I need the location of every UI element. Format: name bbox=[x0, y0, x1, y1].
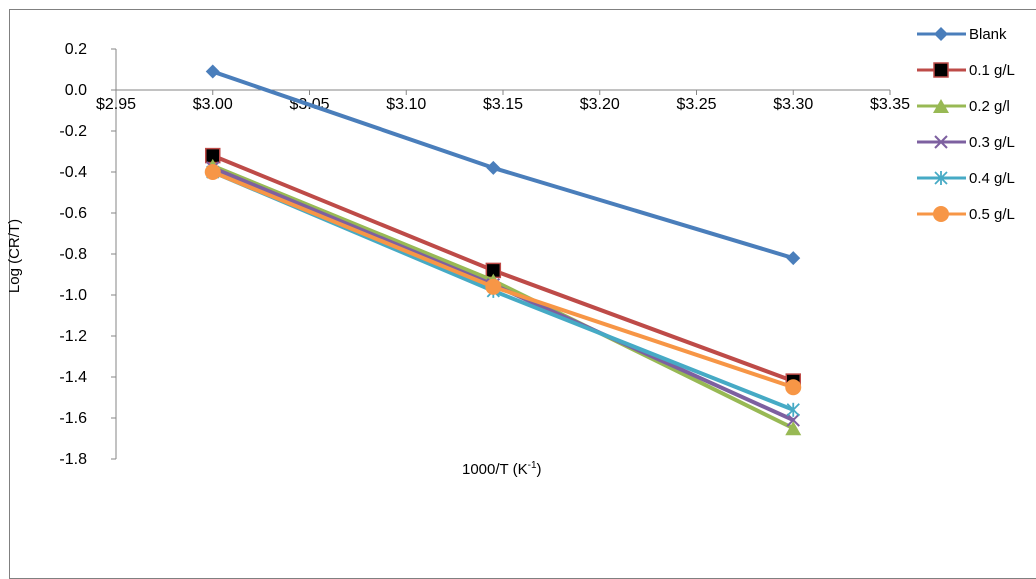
legend-marker bbox=[934, 135, 948, 149]
legend-item-6: 0.5 g/L bbox=[917, 206, 1015, 223]
series-2 bbox=[205, 147, 801, 389]
legend-label: 0.1 g/L bbox=[969, 62, 1015, 79]
x-tick-label: $2.95 bbox=[96, 96, 136, 113]
y-tick-label: -0.8 bbox=[59, 246, 87, 263]
x-axis-title-main: 1000/T (K bbox=[462, 461, 528, 478]
legend-label: Blank bbox=[969, 26, 1007, 43]
line-chart: 0.2 0.0 -0.2 -0.4 -0.6 -0.8 -1.0 -1.2 -1.4 -1.6 -1… bbox=[6, 26, 1015, 478]
y-tick-label: -1.2 bbox=[59, 328, 87, 345]
legend-item-4: 0.3 g/L bbox=[917, 134, 1015, 151]
legend-label: 0.5 g/L bbox=[969, 206, 1015, 223]
legend-item-2: 0.1 g/L bbox=[917, 62, 1015, 79]
x-axis-title-close: ) bbox=[537, 461, 542, 478]
data-point bbox=[785, 379, 802, 396]
y-axis-title: Log (CR/T) bbox=[6, 219, 23, 293]
y-tick-label: -0.4 bbox=[59, 164, 87, 181]
data-point bbox=[785, 421, 802, 436]
data-point bbox=[486, 160, 501, 175]
legend-marker bbox=[933, 62, 949, 78]
legend: Blank 0.1 g/L 0.2 g/l 0.3 g/L 0.4 g/L 0.5 g/L bbox=[917, 26, 1015, 223]
x-tick-label: $3.30 bbox=[773, 96, 813, 113]
x-tick-label: $3.25 bbox=[676, 96, 716, 113]
y-tick-label: -1.0 bbox=[59, 287, 87, 304]
series-layer bbox=[204, 64, 802, 436]
x-tick-label: $3.35 bbox=[870, 96, 910, 113]
y-tick-label: 0.2 bbox=[65, 41, 87, 58]
y-tick-label: -1.4 bbox=[59, 369, 87, 386]
series-line bbox=[211, 153, 794, 383]
y-tick-label: -0.6 bbox=[59, 205, 87, 222]
legend-marker bbox=[934, 27, 948, 41]
legend-marker bbox=[933, 99, 949, 113]
y-tick-label: -0.2 bbox=[59, 123, 87, 140]
data-point bbox=[786, 251, 801, 266]
y-tick-label: 0.0 bbox=[65, 82, 87, 99]
legend-label: 0.4 g/L bbox=[969, 170, 1015, 187]
x-axis-title: 1000/T (K-1) bbox=[462, 460, 542, 478]
x-axis-title-superscript: -1 bbox=[528, 460, 537, 471]
axes: 0.2 0.0 -0.2 -0.4 -0.6 -0.8 -1.0 -1.2 -1.4 -1.6 -1… bbox=[59, 41, 910, 468]
data-point bbox=[786, 402, 800, 417]
series-6 bbox=[204, 164, 802, 396]
x-tick-label: $3.10 bbox=[386, 96, 426, 113]
series-1 bbox=[205, 64, 801, 266]
x-tick-label: $3.00 bbox=[193, 96, 233, 113]
legend-marker bbox=[933, 206, 949, 222]
data-point bbox=[786, 413, 800, 427]
x-tick-label: $3.15 bbox=[483, 96, 523, 113]
y-tick-label: -1.6 bbox=[59, 410, 87, 427]
x-tick-label: $3.20 bbox=[580, 96, 620, 113]
data-point bbox=[204, 164, 221, 180]
y-tick-label: -1.8 bbox=[59, 451, 87, 468]
legend-label: 0.2 g/l bbox=[969, 98, 1010, 115]
legend-marker bbox=[934, 171, 948, 185]
data-point bbox=[205, 64, 220, 79]
legend-label: 0.3 g/L bbox=[969, 134, 1015, 151]
legend-item-3: 0.2 g/l bbox=[917, 98, 1010, 115]
legend-item-1: Blank bbox=[917, 26, 1007, 43]
legend-item-5: 0.4 g/L bbox=[917, 170, 1015, 187]
data-point bbox=[485, 278, 502, 295]
